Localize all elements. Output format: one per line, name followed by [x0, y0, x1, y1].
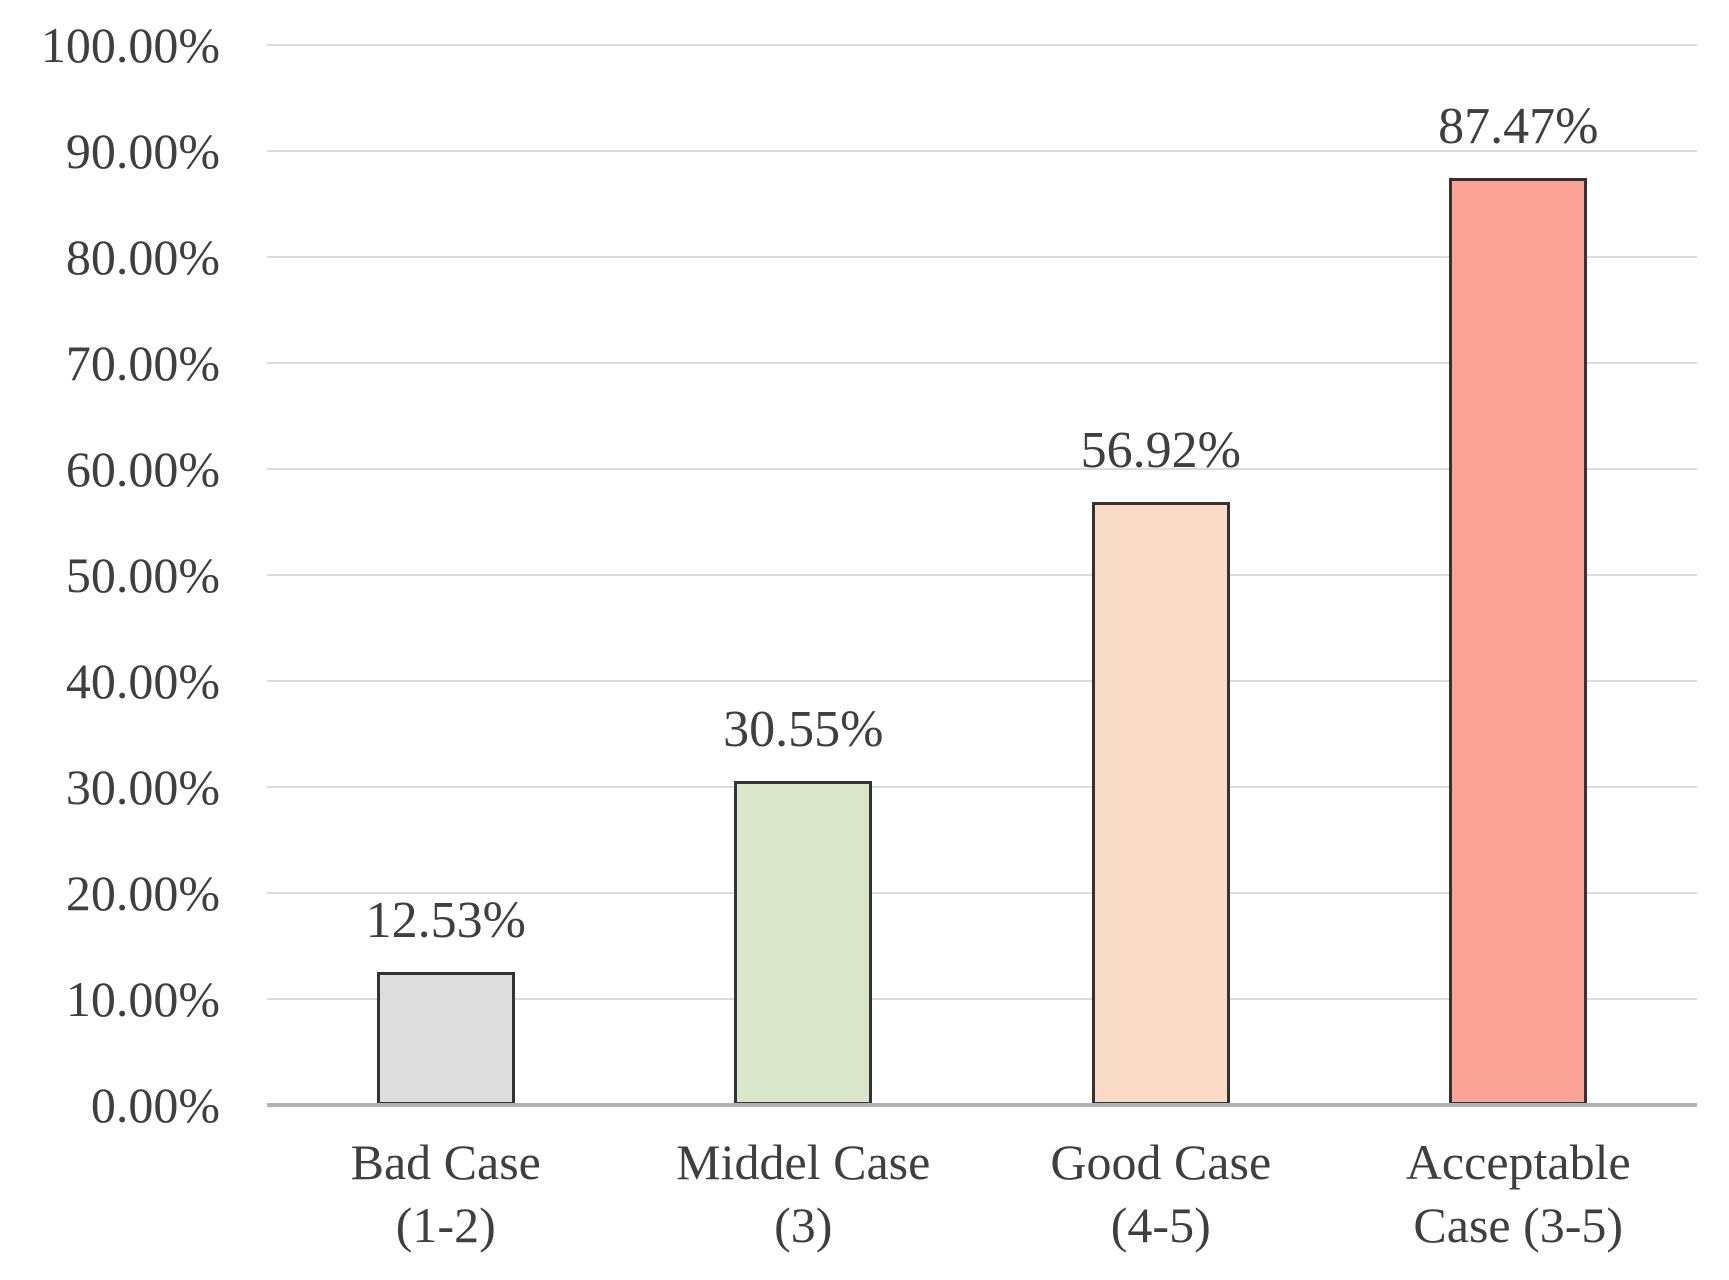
- bar: [734, 781, 873, 1105]
- y-tick-label: 0.00%: [90, 1077, 220, 1133]
- x-category-label-line: Middel Case: [676, 1134, 931, 1190]
- y-tick-label: 40.00%: [65, 653, 220, 709]
- bar-value-label: 87.47%: [1438, 97, 1599, 155]
- gridline: [267, 574, 1697, 576]
- x-category-label-line: (1-2): [395, 1197, 496, 1253]
- x-category-label: Acceptable Case (3-5): [1406, 1131, 1631, 1257]
- y-tick-label: 70.00%: [65, 335, 220, 391]
- bar-value-label: 12.53%: [365, 892, 526, 950]
- gridline: [267, 256, 1697, 258]
- y-tick-label: 60.00%: [65, 441, 220, 497]
- gridline: [267, 680, 1697, 682]
- x-category-label-line: (4-5): [1110, 1197, 1211, 1253]
- x-category-label-line: Good Case: [1050, 1134, 1272, 1190]
- bar: [1091, 501, 1230, 1105]
- x-category-label-line: Case (3-5): [1413, 1197, 1624, 1253]
- gridline: [267, 44, 1697, 46]
- y-tick-label: 10.00%: [65, 971, 220, 1027]
- x-category-label: Middel Case (3): [676, 1131, 930, 1257]
- x-category-label: Bad Case (1-2): [351, 1131, 541, 1257]
- x-category-label-line: Acceptable: [1405, 1134, 1631, 1190]
- y-tick-label: 100.00%: [40, 17, 220, 73]
- gridline: [267, 892, 1697, 894]
- gridline: [267, 998, 1697, 1000]
- gridline: [267, 468, 1697, 470]
- x-category-label-line: (3): [774, 1197, 833, 1253]
- y-tick-label: 20.00%: [65, 865, 220, 921]
- gridline: [267, 150, 1697, 152]
- bar-value-label: 56.92%: [1080, 421, 1241, 479]
- plot-area: 12.53% 30.55% 56.92% 87.47% Bad Case (1-2) Mi…: [267, 44, 1697, 1253]
- y-tick-label: 90.00%: [65, 123, 220, 179]
- bar: [1449, 177, 1588, 1105]
- bar: [376, 972, 515, 1105]
- y-tick-label: 80.00%: [65, 229, 220, 285]
- gridline: [267, 786, 1697, 788]
- x-category-label-line: Bad Case: [350, 1134, 541, 1190]
- x-axis-line: [267, 1103, 1697, 1107]
- y-tick-label: 50.00%: [65, 547, 220, 603]
- gridline: [267, 362, 1697, 364]
- x-category-label: Good Case (4-5): [1050, 1131, 1271, 1257]
- bar-value-label: 30.55%: [723, 701, 884, 759]
- y-tick-label: 30.00%: [65, 759, 220, 815]
